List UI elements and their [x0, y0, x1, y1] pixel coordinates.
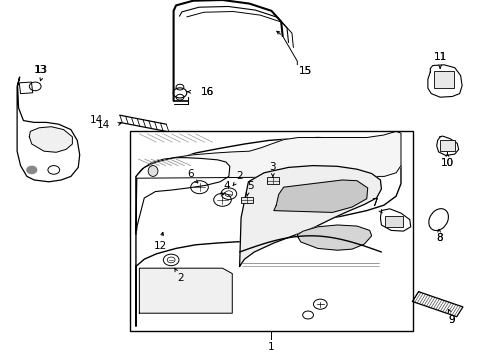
Circle shape	[27, 166, 37, 174]
Polygon shape	[239, 166, 381, 266]
Text: 16: 16	[200, 87, 213, 97]
Text: 5: 5	[247, 181, 254, 191]
Text: 11: 11	[432, 52, 446, 62]
Polygon shape	[29, 127, 72, 152]
Text: 9: 9	[447, 315, 454, 325]
Text: 15: 15	[299, 66, 312, 76]
Text: 10: 10	[440, 158, 453, 168]
Bar	[384, 216, 403, 227]
Text: 3: 3	[269, 162, 276, 172]
Text: 12: 12	[153, 241, 167, 251]
Bar	[19, 82, 33, 94]
Text: 11: 11	[432, 52, 446, 62]
Polygon shape	[411, 292, 462, 317]
Bar	[241, 197, 252, 203]
Text: 2: 2	[236, 171, 243, 181]
Text: 15: 15	[299, 66, 312, 76]
Text: 2: 2	[177, 273, 183, 283]
Text: 16: 16	[200, 87, 213, 97]
Text: 13: 13	[34, 64, 47, 75]
Polygon shape	[136, 138, 400, 326]
Bar	[129, 131, 412, 331]
Text: 7: 7	[370, 198, 377, 208]
Polygon shape	[136, 158, 229, 230]
Ellipse shape	[428, 209, 447, 230]
Text: 14: 14	[89, 114, 102, 125]
Text: 13: 13	[35, 64, 48, 75]
Polygon shape	[436, 136, 458, 156]
Bar	[266, 177, 278, 184]
Text: 1: 1	[267, 342, 274, 352]
Polygon shape	[273, 180, 367, 212]
Text: 14: 14	[97, 120, 110, 130]
Polygon shape	[427, 65, 461, 97]
Polygon shape	[380, 209, 410, 231]
Bar	[439, 140, 454, 151]
Text: 6: 6	[186, 169, 193, 179]
Polygon shape	[136, 131, 400, 234]
Text: 8: 8	[435, 233, 442, 243]
Text: 9: 9	[447, 315, 454, 325]
Polygon shape	[297, 225, 371, 250]
Text: 8: 8	[435, 233, 442, 243]
Polygon shape	[139, 268, 232, 313]
Text: 7: 7	[370, 198, 377, 208]
Ellipse shape	[148, 166, 158, 176]
Text: 4: 4	[223, 181, 229, 191]
Polygon shape	[17, 77, 80, 182]
Bar	[433, 71, 453, 88]
Text: 10: 10	[440, 158, 453, 168]
